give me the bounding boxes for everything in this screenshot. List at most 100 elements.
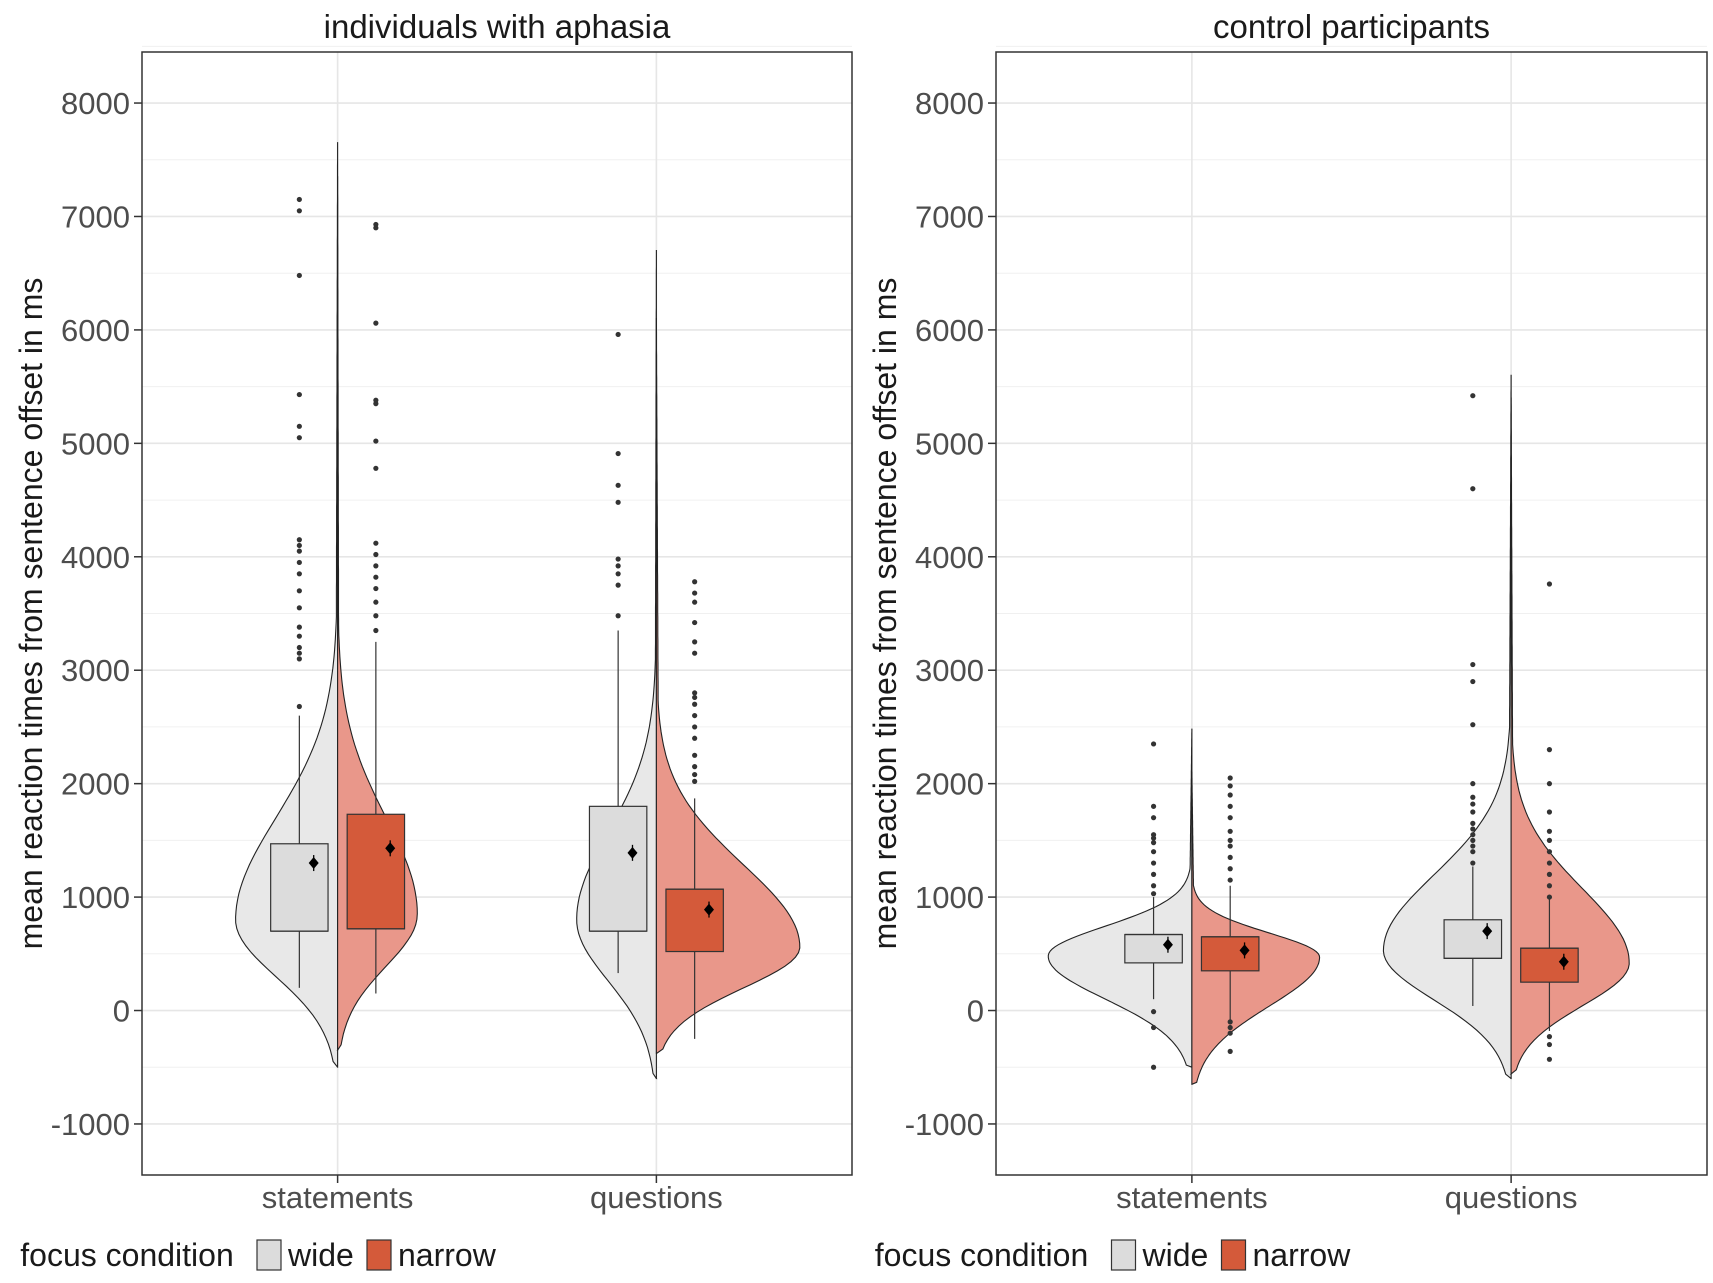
y-tick-label: 2000 — [915, 767, 984, 802]
mean-point — [385, 842, 396, 855]
outlier-point — [373, 397, 379, 403]
mean-point — [703, 903, 714, 916]
y-tick-label: 3000 — [915, 653, 984, 688]
outlier-point — [296, 435, 302, 441]
outlier-point — [1227, 843, 1233, 849]
outlier-point — [296, 559, 302, 566]
outlier-point — [296, 571, 302, 577]
outlier-point — [692, 712, 698, 719]
outlier-point — [1227, 792, 1233, 798]
outlier-point — [296, 650, 302, 656]
outlier-point — [1470, 661, 1476, 668]
outlier-point — [615, 613, 621, 619]
outlier-point — [1470, 678, 1476, 685]
outlier-point — [1546, 809, 1553, 815]
outlier-point — [1470, 486, 1476, 492]
outlier-point — [692, 579, 698, 585]
outlier-point — [692, 619, 698, 626]
outlier-point — [296, 272, 302, 279]
outlier-point — [1546, 837, 1553, 843]
outlier-point — [296, 624, 302, 630]
outlier-point — [1150, 1024, 1157, 1031]
outlier-point — [296, 196, 302, 203]
outlier-point — [692, 735, 698, 741]
outlier-point — [1227, 837, 1233, 843]
outlier-point — [692, 694, 698, 701]
outlier-point — [1227, 1019, 1233, 1025]
y-tick-label: -1000 — [51, 1107, 130, 1142]
outlier-point — [1150, 741, 1157, 747]
box-narrow — [1520, 947, 1579, 983]
outlier-point — [1227, 775, 1233, 781]
outlier-point — [296, 588, 302, 594]
y-tick-label: 8000 — [61, 86, 130, 121]
y-tick-label: 3000 — [61, 653, 130, 688]
x-tick-label: questions — [1445, 1180, 1578, 1215]
box-narrow — [1200, 936, 1260, 972]
outlier-point — [1150, 803, 1157, 809]
y-tick-label: 4000 — [915, 540, 984, 575]
outlier-point — [296, 703, 302, 710]
box-wide — [588, 805, 648, 932]
outlier-point — [692, 701, 698, 707]
legend-title: focus condition — [875, 1237, 1088, 1273]
outlier-point — [1150, 815, 1157, 821]
plot-border — [141, 51, 853, 1176]
outlier-point — [1470, 722, 1476, 728]
legend-label-narrow: narrow — [398, 1237, 497, 1273]
outlier-point — [373, 551, 379, 558]
y-tick-label: -1000 — [905, 1107, 984, 1142]
outlier-point — [373, 563, 379, 569]
outlier-point — [373, 627, 379, 634]
outlier-point — [373, 585, 379, 592]
y-tick-label: 5000 — [915, 426, 984, 461]
outlier-point — [1546, 1034, 1553, 1040]
outlier-point — [1227, 877, 1233, 883]
outlier-point — [1150, 860, 1157, 866]
outlier-point — [1546, 581, 1553, 587]
outlier-point — [296, 633, 302, 639]
outlier-point — [1227, 828, 1233, 834]
outlier-point — [1546, 849, 1553, 855]
outlier-point — [692, 590, 698, 596]
outlier-point — [1227, 783, 1233, 789]
outlier-point — [1227, 803, 1233, 809]
group-questions — [576, 249, 801, 1080]
outlier-point — [373, 221, 379, 228]
plot-border — [995, 51, 1708, 1176]
mean-point — [1239, 944, 1250, 957]
outlier-point — [692, 599, 698, 605]
outlier-point — [1546, 781, 1553, 787]
outlier-point — [1470, 781, 1476, 787]
box-narrow — [346, 813, 406, 930]
y-tick-label: 6000 — [61, 313, 130, 348]
outlier-point — [1546, 860, 1553, 866]
outlier-point — [692, 724, 698, 730]
outlier-point — [1546, 747, 1553, 753]
violin-narrow — [1509, 397, 1630, 1075]
outlier-point — [1546, 883, 1553, 889]
outlier-point — [1470, 820, 1476, 826]
outlier-point — [1150, 883, 1157, 889]
mean-point — [627, 846, 638, 859]
violin-narrow — [655, 318, 801, 1055]
panel-title: individuals with aphasia — [324, 8, 671, 45]
outlier-point — [296, 423, 302, 429]
outlier-point — [296, 605, 302, 611]
outlier-point — [1150, 849, 1157, 855]
outlier-point — [692, 778, 698, 784]
panel-aphasia: -1000 0 1000 2000 3000 4000 5000 6000 7000 8000 st… — [13, 8, 853, 1215]
outlier-point — [692, 771, 698, 778]
outlier-point — [1470, 809, 1476, 815]
outlier-point — [296, 208, 302, 214]
outlier-point — [1150, 840, 1157, 846]
y-tick-label: 2000 — [61, 767, 130, 802]
outlier-point — [296, 548, 302, 554]
outlier-point — [1470, 860, 1476, 866]
outlier-point — [1546, 828, 1553, 834]
outlier-point — [296, 542, 302, 549]
outlier-point — [1227, 866, 1233, 872]
x-tick-label: questions — [590, 1180, 723, 1215]
y-tick-label: 7000 — [61, 199, 130, 234]
